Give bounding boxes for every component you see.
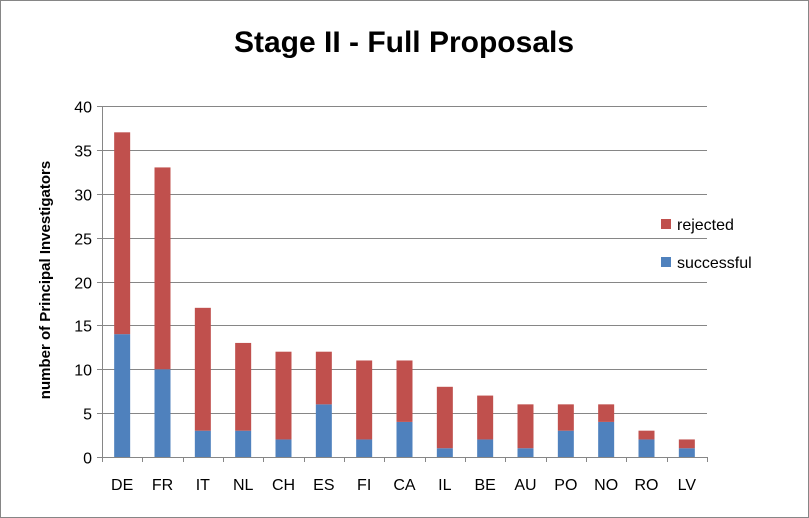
bar-successful-fi bbox=[356, 439, 373, 457]
x-tick-label: AU bbox=[514, 477, 536, 494]
x-tick-label: CH bbox=[272, 477, 295, 494]
x-tick-label: NO bbox=[594, 477, 618, 494]
y-axis-label: number of Principal Investigators bbox=[37, 161, 54, 399]
bar-successful-au bbox=[517, 448, 534, 457]
bar-rejected-po bbox=[557, 404, 574, 431]
y-tick-label: 20 bbox=[74, 276, 92, 293]
bars bbox=[114, 132, 695, 457]
y-tick-label: 0 bbox=[83, 451, 92, 468]
bar-rejected-be bbox=[477, 395, 494, 440]
bar-successful-no bbox=[598, 421, 615, 457]
y-tick-label: 10 bbox=[74, 363, 92, 380]
x-tick-label: ES bbox=[313, 477, 334, 494]
y-tick-label: 25 bbox=[74, 232, 92, 249]
bar-rejected-ch bbox=[275, 351, 292, 440]
bar-successful-es bbox=[315, 404, 332, 457]
bar-rejected-lv bbox=[678, 439, 695, 449]
bar-successful-it bbox=[194, 430, 211, 457]
bar-rejected-nl bbox=[235, 342, 252, 431]
y-tick-label: 35 bbox=[74, 144, 92, 161]
bar-rejected-es bbox=[315, 351, 332, 405]
bar-successful-lv bbox=[678, 448, 695, 457]
bar-rejected-il bbox=[436, 386, 453, 449]
bar-rejected-fi bbox=[356, 360, 373, 440]
axes: 0 5 10 15 20 25 30 35 40 DE FR IT NL CH ES FI CA IL BE AU PO… bbox=[74, 100, 708, 494]
bar-rejected-fr bbox=[154, 167, 171, 370]
y-tick-label: 40 bbox=[74, 100, 92, 117]
bar-successful-fr bbox=[154, 369, 171, 457]
bar-rejected-no bbox=[598, 404, 615, 422]
x-tick-label: IT bbox=[196, 477, 210, 494]
bar-rejected-de bbox=[114, 132, 131, 335]
x-tick-label: PO bbox=[554, 477, 577, 494]
x-tick-label: CA bbox=[393, 477, 416, 494]
x-tick-label: BE bbox=[474, 477, 495, 494]
y-tick-label: 15 bbox=[74, 319, 92, 336]
bar-successful-be bbox=[477, 439, 494, 457]
bar-rejected-it bbox=[194, 307, 211, 431]
x-tick-label: LV bbox=[678, 477, 697, 494]
bar-rejected-ro bbox=[638, 430, 655, 440]
bar-rejected-au bbox=[517, 404, 534, 449]
legend-swatch-rejected bbox=[661, 219, 671, 229]
x-tick-label: NL bbox=[233, 477, 254, 494]
bar-successful-ca bbox=[396, 421, 413, 457]
bar-successful-ro bbox=[638, 439, 655, 457]
bar-successful-de bbox=[114, 334, 131, 457]
legend-swatch-successful bbox=[661, 257, 671, 267]
x-tick-label: FR bbox=[152, 477, 173, 494]
bar-successful-po bbox=[557, 430, 574, 457]
x-tick-label: RO bbox=[635, 477, 659, 494]
bar-successful-il bbox=[436, 448, 453, 457]
x-tick-label: IL bbox=[438, 477, 451, 494]
legend-label-rejected: rejected bbox=[677, 217, 734, 234]
legend: rejected successful bbox=[661, 217, 752, 272]
bar-successful-nl bbox=[235, 430, 252, 457]
y-tick-label: 5 bbox=[83, 407, 92, 424]
legend-label-successful: successful bbox=[677, 255, 752, 272]
chart-title: Stage II - Full Proposals bbox=[234, 26, 574, 59]
x-tick-label: FI bbox=[357, 477, 371, 494]
y-tick-label: 30 bbox=[74, 188, 92, 205]
x-tick-label: DE bbox=[111, 477, 133, 494]
bar-successful-ch bbox=[275, 439, 292, 457]
bar-rejected-ca bbox=[396, 360, 413, 422]
